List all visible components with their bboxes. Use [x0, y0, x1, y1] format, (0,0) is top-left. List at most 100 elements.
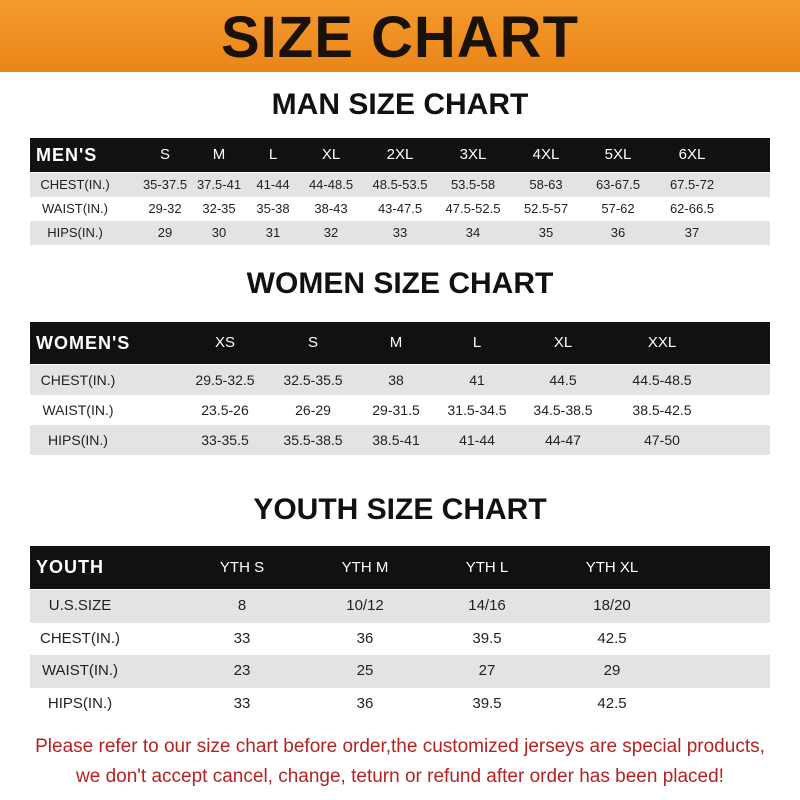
measurement-label: HIPS(IN.) — [48, 432, 108, 448]
table-cell: 27 — [478, 662, 496, 679]
table-row: WAIST(IN.) 29-32 32-35 35-38 38-43 43-47.5 47.… — [30, 197, 770, 221]
measurement-label: HIPS(IN.) — [47, 694, 113, 712]
table-cell: 37.5-41 — [196, 177, 242, 192]
table-cell: 35-37.5 — [142, 177, 188, 192]
measurement-label: WAIST(IN.) — [42, 402, 114, 418]
youth-section-title: YOUTH SIZE CHART — [253, 493, 547, 526]
table-cell: 67.5-72 — [669, 177, 715, 192]
table-cell: 29-31.5 — [372, 402, 420, 418]
table-cell: 42.5 — [597, 694, 627, 712]
size-column-header: S — [307, 334, 319, 351]
table-row: CHEST(IN.) 35-37.5 37.5-41 41-44 44-48.5 48.5… — [30, 173, 770, 197]
measurement-label: CHEST(IN.) — [40, 372, 116, 388]
table-cell: 62-66.5 — [669, 201, 715, 216]
table-cell: 26-29 — [295, 402, 331, 418]
measurement-label: WAIST(IN.) — [42, 201, 108, 216]
measurement-label: HIPS(IN.) — [47, 225, 103, 240]
banner: SIZE CHART — [0, 0, 800, 72]
size-column-header: YTH L — [465, 559, 509, 576]
table-cell: 35 — [538, 225, 554, 240]
table-cell: 53.5-58 — [450, 177, 496, 192]
table-cell: 32 — [323, 225, 339, 240]
table-row: U.S.SIZE 8 10/12 14/16 18/20 — [30, 590, 770, 623]
table-row: HIPS(IN.) 33 36 39.5 42.5 — [30, 688, 770, 721]
size-column-header: YTH S — [219, 559, 265, 576]
size-column-header: 2XL — [386, 146, 414, 163]
table-cell: 36 — [610, 225, 626, 240]
size-column-header: 6XL — [678, 146, 706, 163]
table-cell: 41-44 — [459, 432, 495, 448]
table-cell: 30 — [211, 225, 227, 240]
measurement-label: U.S.SIZE — [48, 597, 112, 614]
table-cell: 33-35.5 — [201, 432, 249, 448]
table-cell: 38.5-42.5 — [632, 402, 692, 418]
table-row: HIPS(IN.) 29 30 31 32 33 34 35 36 37 — [30, 221, 770, 245]
table-cell: 44.5-48.5 — [632, 372, 692, 388]
men-section-title: MAN SIZE CHART — [271, 88, 529, 121]
table-cell: 31.5-34.5 — [447, 402, 507, 418]
table-cell: 43-47.5 — [377, 201, 423, 216]
table-cell: 23.5-26 — [201, 402, 249, 418]
size-column-header: M — [389, 334, 403, 351]
table-cell: 44-47 — [545, 432, 581, 448]
table-cell: 10/12 — [346, 597, 384, 614]
size-column-header: M — [212, 146, 226, 163]
table-cell: 38-43 — [314, 201, 348, 216]
table-cell: 58-63 — [529, 177, 563, 192]
women-section-title: WOMEN SIZE CHART — [246, 267, 554, 300]
table-row: WAIST(IN.) 23 25 27 29 — [30, 655, 770, 688]
table-row: CHEST(IN.) 33 36 39.5 42.5 — [30, 623, 770, 656]
table-cell: 38.5-41 — [372, 432, 420, 448]
table-cell: 32-35 — [202, 201, 236, 216]
banner-title: SIZE CHART — [221, 5, 579, 70]
table-cell: 23 — [233, 662, 251, 679]
table-category-label: MEN'S — [36, 145, 98, 165]
table-cell: 48.5-53.5 — [372, 177, 428, 192]
table-cell: 63-67.5 — [595, 177, 641, 192]
size-column-header: YTH XL — [585, 559, 639, 576]
table-cell: 18/20 — [593, 597, 631, 614]
table-cell: 37 — [684, 225, 700, 240]
table-cell: 57-62 — [601, 201, 635, 216]
table-cell: 14/16 — [468, 597, 506, 614]
table-cell: 36 — [356, 694, 374, 712]
size-column-header: 4XL — [532, 146, 560, 163]
table-cell: 41-44 — [256, 177, 290, 192]
table-cell: 47-50 — [644, 432, 680, 448]
table-header-row: WOMEN'S XS S M L XL XXL — [30, 322, 770, 364]
table-category-label: YOUTH — [36, 557, 104, 577]
size-column-header: L — [268, 146, 278, 163]
table-cell: 38 — [388, 372, 404, 388]
table-cell: 36 — [356, 629, 374, 647]
size-column-header: XL — [321, 146, 341, 163]
table-row: CHEST(IN.) 29.5-32.5 32.5-35.5 38 41 44.5 44.5… — [30, 365, 770, 395]
table-cell: 47.5-52.5 — [445, 201, 501, 216]
measurement-label: CHEST(IN.) — [40, 177, 110, 192]
size-column-header: 5XL — [604, 146, 632, 163]
table-header-row: YOUTH YTH S YTH M YTH L YTH XL — [30, 546, 770, 589]
table-cell: 35.5-38.5 — [283, 432, 343, 448]
table-row: WAIST(IN.) 23.5-26 26-29 29-31.5 31.5-34.5 34… — [30, 395, 770, 425]
table-category-label: WOMEN'S — [36, 333, 131, 353]
size-column-header: YTH M — [341, 559, 389, 576]
table-cell: 39.5 — [472, 629, 502, 647]
footer-notice-line-2: we don't accept cancel, change, teturn o… — [76, 766, 724, 787]
table-cell: 42.5 — [597, 629, 627, 647]
table-cell: 52.5-57 — [523, 201, 569, 216]
footer-notice-line-1: Please refer to our size chart before or… — [35, 736, 765, 757]
table-cell: 35-38 — [256, 201, 290, 216]
table-cell: 29 — [157, 225, 173, 240]
table-cell: 34.5-38.5 — [533, 402, 593, 418]
table-cell: 41 — [469, 372, 485, 388]
size-column-header: 3XL — [459, 146, 487, 163]
table-cell: 34 — [465, 225, 481, 240]
table-cell: 25 — [356, 662, 374, 679]
size-column-header: L — [472, 334, 482, 351]
table-cell: 29 — [603, 662, 621, 679]
table-cell: 33 — [392, 225, 408, 240]
table-cell: 33 — [233, 694, 251, 712]
table-cell: 29.5-32.5 — [195, 372, 255, 388]
table-cell: 32.5-35.5 — [283, 372, 343, 388]
table-cell: 39.5 — [472, 694, 502, 712]
table-cell: 8 — [237, 597, 247, 614]
